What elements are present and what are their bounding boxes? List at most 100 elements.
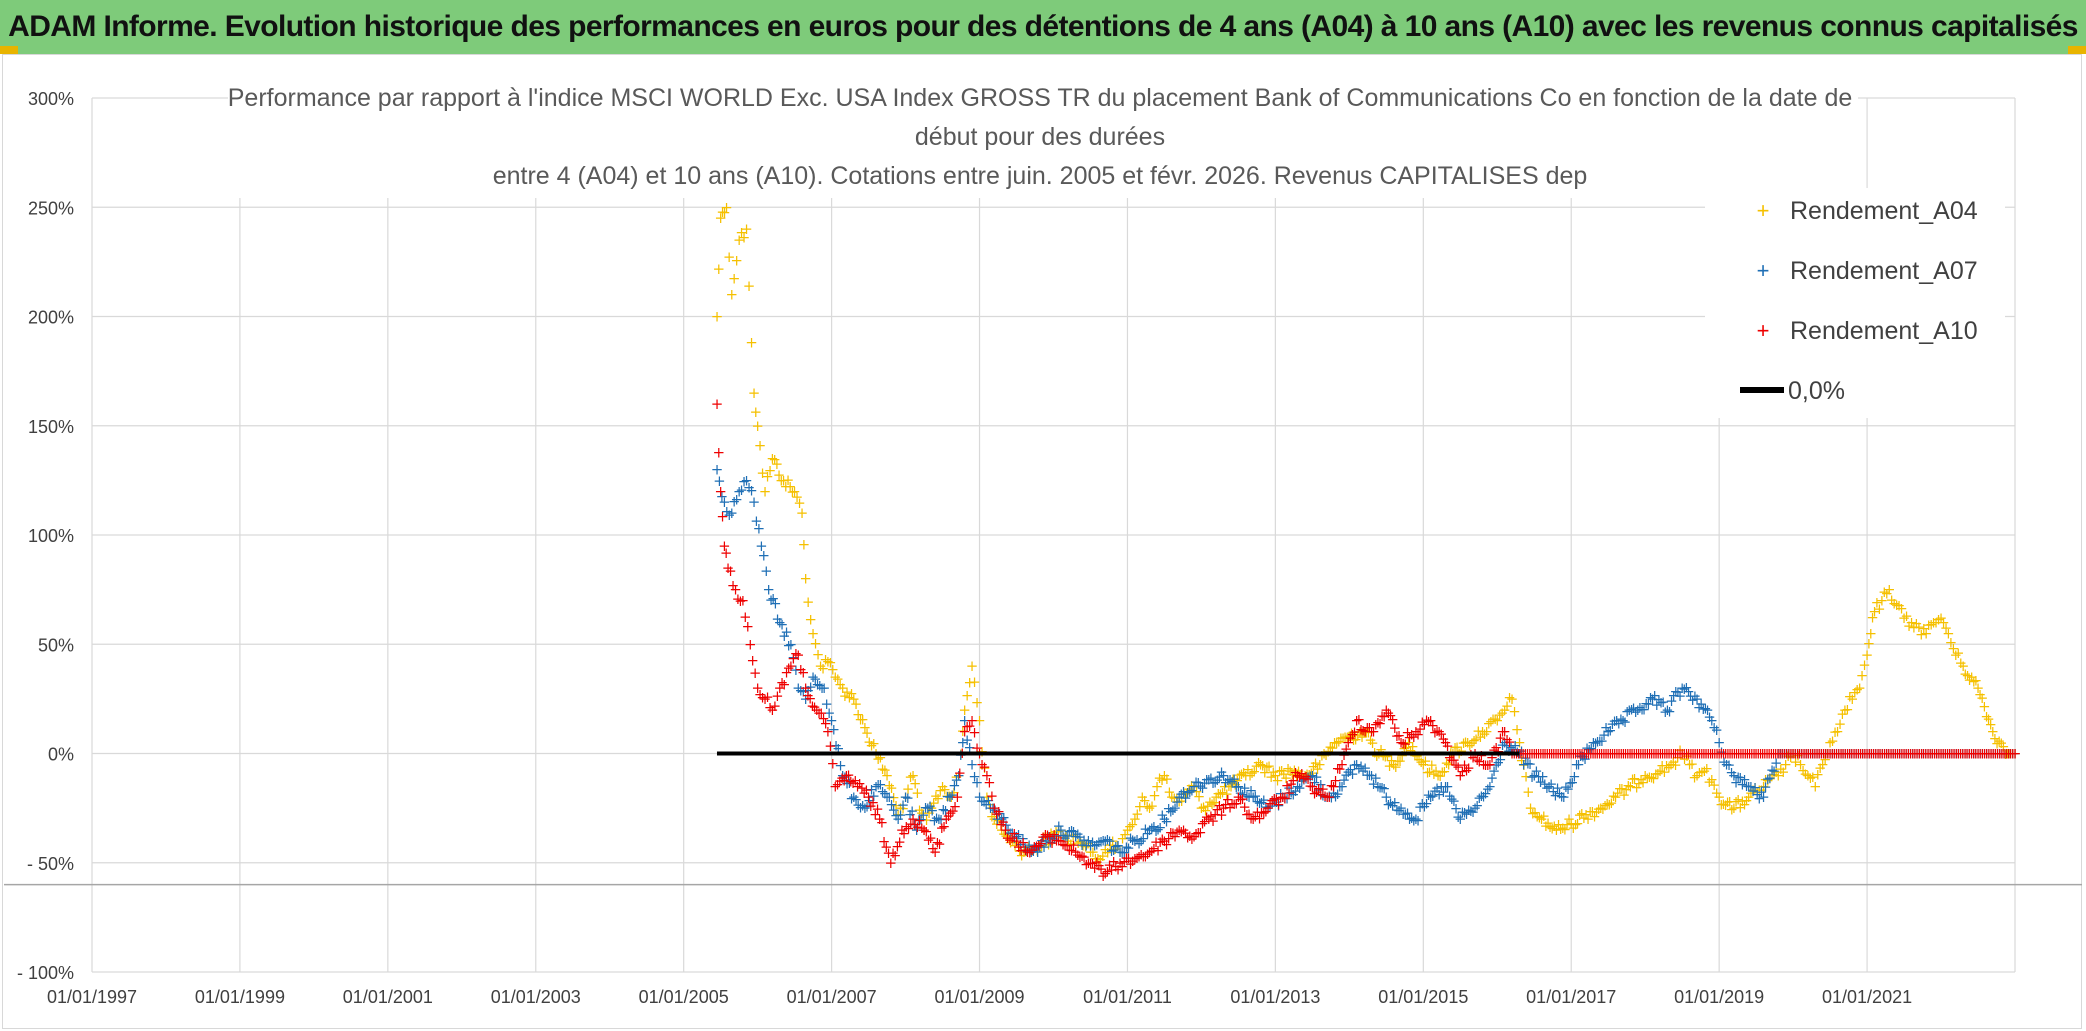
data-point: +: [714, 482, 727, 500]
data-point: +: [1440, 754, 1453, 772]
data-point: +: [1225, 777, 1238, 795]
data-point: +: [1065, 835, 1078, 853]
data-point: +: [913, 801, 926, 819]
data-point: +: [1421, 764, 1434, 782]
data-point: +: [814, 657, 827, 675]
data-point: +: [1565, 814, 1578, 832]
y-tick-label: 250%: [28, 198, 74, 218]
data-point: +: [1483, 715, 1496, 733]
data-point: +: [1552, 815, 1565, 833]
data-point: +: [841, 683, 854, 701]
data-point: +: [1618, 786, 1631, 804]
data-point: +: [1250, 757, 1263, 775]
data-point: +: [1077, 836, 1090, 854]
data-point: +: [1503, 688, 1516, 706]
data-point: +: [1419, 752, 1432, 770]
data-point: +: [1269, 766, 1282, 784]
data-point: +: [876, 813, 889, 831]
data-point: +: [1109, 840, 1122, 858]
data-point: +: [1622, 777, 1635, 795]
grid-lines: [91, 97, 2016, 973]
data-point: +: [1339, 728, 1352, 746]
data-point: +: [885, 779, 898, 797]
data-point: +: [1865, 624, 1878, 642]
data-point: +: [738, 228, 751, 246]
data-point: +: [1428, 765, 1441, 783]
data-point: +: [1377, 747, 1390, 765]
data-point: +: [995, 821, 1008, 839]
data-point: +: [1633, 775, 1646, 793]
data-point: +: [773, 466, 786, 484]
data-point: +: [766, 450, 779, 468]
data-point: +: [1624, 777, 1637, 795]
data-point: +: [1114, 843, 1127, 861]
data-point: +: [1442, 755, 1455, 773]
data-point: +: [1641, 769, 1654, 787]
data-point: +: [796, 504, 809, 522]
data-point: +: [737, 592, 750, 610]
data-point: +: [1042, 836, 1055, 854]
data-point: +: [993, 812, 1006, 830]
data-point: +: [1227, 770, 1240, 788]
data-point: +: [1609, 788, 1622, 806]
data-point: +: [991, 815, 1004, 833]
data-point: +: [1221, 785, 1234, 803]
data-point: +: [856, 710, 869, 728]
data-point: +: [1060, 826, 1073, 844]
data-point: +: [945, 788, 958, 806]
data-point: +: [1171, 789, 1184, 807]
legend-label-zero: 0,0%: [1788, 377, 1845, 405]
data-point: +: [1470, 730, 1483, 748]
x-tick-label: 01/01/2007: [787, 987, 877, 1007]
data-point: +: [1015, 847, 1028, 865]
data-point: +: [1101, 844, 1114, 862]
data-point: +: [1563, 810, 1576, 828]
data-point: +: [1052, 823, 1065, 841]
data-point: +: [1438, 762, 1451, 780]
data-point: +: [1511, 721, 1524, 739]
data-point: +: [1204, 793, 1217, 811]
data-point: +: [1628, 769, 1641, 787]
data-point: +: [1480, 723, 1493, 741]
data-point: +: [957, 722, 970, 740]
data-point: +: [1652, 765, 1665, 783]
data-point: +: [1292, 762, 1305, 780]
data-point: +: [1259, 764, 1272, 782]
data-point: +: [1542, 814, 1555, 832]
data-point: +: [1106, 832, 1119, 850]
data-point: +: [1002, 826, 1015, 844]
data-point: +: [1050, 822, 1063, 840]
data-point: +: [861, 724, 874, 742]
data-point: +: [1275, 762, 1288, 780]
data-point: +: [1540, 817, 1553, 835]
data-point: +: [713, 260, 726, 278]
data-point: +: [925, 799, 938, 817]
data-point: +: [1515, 752, 1528, 770]
data-point: +: [1676, 745, 1689, 763]
data-point: +: [887, 789, 900, 807]
data-point: +: [791, 488, 804, 506]
data-point: +: [1520, 767, 1533, 785]
data-point: +: [930, 787, 943, 805]
data-point: +: [1038, 828, 1051, 846]
data-point: +: [1605, 794, 1618, 812]
data-point: +: [953, 766, 966, 784]
data-point: +: [716, 508, 729, 526]
legend-label-a04: Rendement_A04: [1790, 197, 1978, 225]
data-point: +: [1121, 821, 1134, 839]
data-point: +: [1087, 843, 1100, 861]
data-point: +: [1214, 785, 1227, 803]
data-point: +: [845, 684, 858, 702]
data-point: +: [829, 668, 842, 686]
data-point: +: [916, 804, 929, 822]
data-point: +: [836, 679, 849, 697]
chart-frame: [2, 54, 2082, 1029]
data-point: +: [775, 472, 788, 490]
data-point: +: [1027, 841, 1040, 859]
data-point: +: [1173, 793, 1186, 811]
data-point: +: [1175, 792, 1188, 810]
data-point: +: [1143, 799, 1156, 817]
x-tick-label: 01/01/2009: [934, 987, 1024, 1007]
chart-legend: + Rendement_A04 + Rendement_A07 + Rendem…: [1705, 188, 2005, 418]
data-point: +: [1529, 804, 1542, 822]
